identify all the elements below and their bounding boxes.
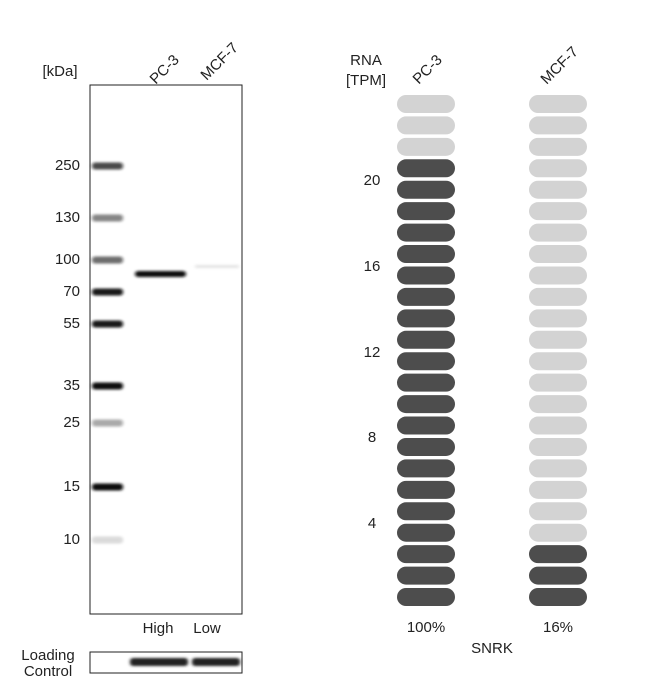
marker-label: 250 <box>55 157 80 174</box>
rna-column-label: MCF-7 <box>537 43 581 87</box>
rna-segment <box>397 502 455 521</box>
rna-segment <box>397 566 455 585</box>
rna-axis-label: RNA <box>350 52 382 69</box>
rna-segment <box>397 545 455 564</box>
rna-segment <box>397 116 455 135</box>
rna-segment <box>529 395 587 414</box>
rna-segment <box>397 309 455 328</box>
rna-segment <box>529 223 587 242</box>
rna-segment <box>397 416 455 435</box>
rna-segment <box>529 330 587 349</box>
rna-segment <box>529 266 587 285</box>
marker-band <box>92 162 123 170</box>
sample-band <box>135 271 186 277</box>
rna-percent: 100% <box>407 619 445 636</box>
rna-segment <box>529 287 587 306</box>
rna-tick-label: 8 <box>368 429 376 446</box>
rna-segment <box>397 95 455 113</box>
unit-label: [kDa] <box>42 63 77 80</box>
marker-label: 55 <box>63 315 80 332</box>
marker-label: 15 <box>63 478 80 495</box>
rna-segment <box>397 459 455 478</box>
rna-segment <box>397 245 455 264</box>
marker-label: 70 <box>63 283 80 300</box>
level-label: Low <box>193 620 221 637</box>
marker-label: 130 <box>55 209 80 226</box>
lane-label: PC-3 <box>147 52 183 88</box>
rna-segment <box>397 330 455 349</box>
rna-segment <box>397 223 455 242</box>
rna-segment <box>397 137 455 156</box>
marker-band <box>92 419 123 427</box>
rna-segment <box>397 480 455 499</box>
rna-segment <box>529 202 587 221</box>
rna-tick-label: 20 <box>364 172 381 189</box>
rna-segment <box>529 437 587 456</box>
rna-segment <box>529 502 587 521</box>
rna-column-label: PC-3 <box>410 52 446 88</box>
level-label: High <box>143 620 174 637</box>
marker-band <box>92 483 123 491</box>
rna-segment <box>397 523 455 542</box>
rna-segment <box>397 159 455 178</box>
marker-band <box>92 214 123 222</box>
lane-label: MCF-7 <box>197 39 241 83</box>
marker-label: 25 <box>63 414 80 431</box>
rna-segment <box>529 95 587 113</box>
gene-label: SNRK <box>471 640 513 657</box>
rna-segment <box>397 352 455 371</box>
rna-tick-label: 4 <box>368 515 376 532</box>
marker-band <box>92 536 123 544</box>
rna-segment <box>529 459 587 478</box>
rna-segment <box>397 588 455 606</box>
rna-percent: 16% <box>543 619 573 636</box>
rna-segment <box>397 266 455 285</box>
rna-segment <box>529 523 587 542</box>
rna-segment <box>397 287 455 306</box>
rna-segment <box>529 373 587 392</box>
rna-segment <box>529 352 587 371</box>
rna-segment <box>529 480 587 499</box>
sample-band <box>195 265 239 268</box>
rna-segment <box>529 588 587 606</box>
rna-segment <box>529 416 587 435</box>
loading-label: Loading <box>21 647 74 664</box>
marker-label: 10 <box>63 531 80 548</box>
rna-segment <box>529 116 587 135</box>
blot-membrane <box>89 84 243 615</box>
rna-segment <box>397 373 455 392</box>
rna-segment <box>529 566 587 585</box>
rna-segment <box>397 437 455 456</box>
rna-tick-label: 12 <box>364 344 381 361</box>
marker-label: 35 <box>63 377 80 394</box>
rna-segment <box>529 545 587 564</box>
marker-band <box>92 320 123 328</box>
marker-band <box>92 288 123 296</box>
loading-band <box>130 658 188 666</box>
rna-segment <box>397 180 455 199</box>
loading-band <box>192 658 240 666</box>
marker-band <box>92 382 123 390</box>
rna-axis-label: [TPM] <box>346 72 386 89</box>
rna-segment <box>397 202 455 221</box>
rna-segment <box>529 180 587 199</box>
rna-segment <box>397 395 455 414</box>
rna-segment <box>529 309 587 328</box>
rna-segment <box>529 159 587 178</box>
rna-segment <box>529 137 587 156</box>
loading-label: Control <box>24 663 72 678</box>
marker-label: 100 <box>55 251 80 268</box>
marker-band <box>92 256 123 264</box>
rna-segment <box>529 245 587 264</box>
rna-tick-label: 16 <box>364 258 381 275</box>
